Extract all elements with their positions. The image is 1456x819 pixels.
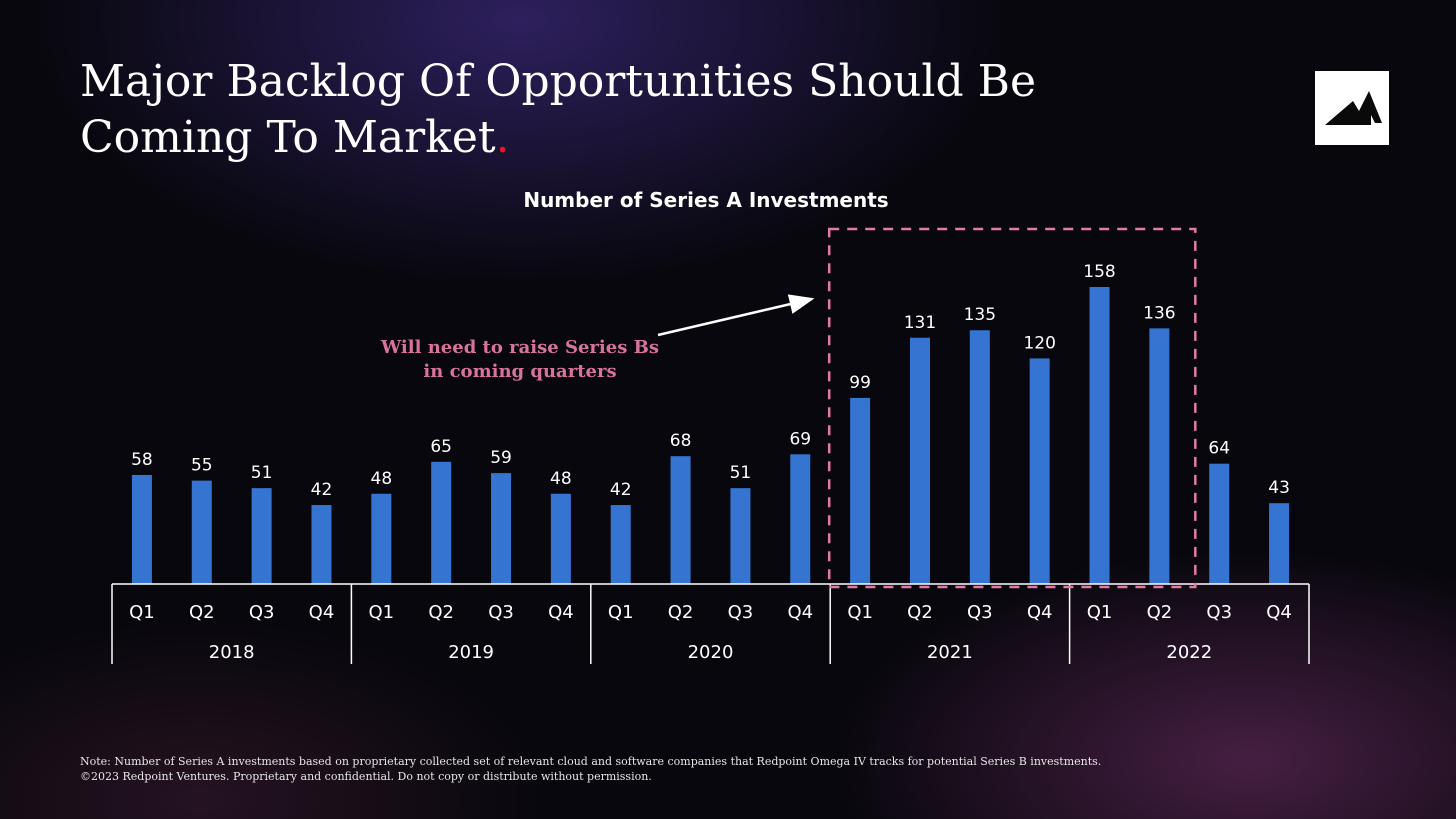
title-text: Major Backlog Of Opportunities Should Be… — [80, 56, 1036, 163]
quarter-tick-label: Q3 — [249, 602, 275, 623]
quarter-tick-label: Q4 — [1266, 602, 1292, 623]
bar — [969, 330, 990, 584]
quarter-tick-label: Q2 — [668, 602, 694, 623]
data-label: 131 — [904, 313, 936, 333]
data-label: 65 — [430, 437, 452, 457]
quarter-tick-label: Q1 — [129, 602, 155, 623]
year-tick-label: 2021 — [927, 642, 973, 663]
chart-title: Number of Series A Investments — [523, 188, 889, 212]
year-tick-label: 2020 — [688, 642, 734, 663]
footnote-copyright: ©2023 Redpoint Ventures. Proprietary and… — [80, 770, 652, 783]
footnote: Note: Number of Series A investments bas… — [80, 754, 1380, 784]
data-label: 48 — [550, 469, 572, 489]
bar — [610, 505, 631, 584]
quarter-tick-label: Q1 — [847, 602, 873, 623]
quarter-tick-label: Q2 — [428, 602, 454, 623]
bar — [850, 397, 871, 584]
quarter-tick-label: Q2 — [907, 602, 933, 623]
bar — [670, 456, 691, 584]
bar — [431, 461, 452, 584]
data-label: 120 — [1023, 333, 1055, 353]
callout-line-2: in coming quarters — [423, 361, 617, 382]
data-label: 59 — [490, 448, 512, 468]
mountain-logo-icon — [1315, 71, 1389, 145]
year-tick-label: 2022 — [1166, 642, 1212, 663]
bar — [730, 488, 751, 584]
quarter-tick-label: Q3 — [967, 602, 993, 623]
data-label: 64 — [1208, 439, 1230, 459]
bar — [1209, 463, 1230, 584]
quarter-tick-label: Q1 — [608, 602, 634, 623]
bar — [251, 488, 272, 584]
bar — [909, 337, 930, 584]
bar — [1089, 287, 1110, 584]
data-label: 51 — [251, 463, 273, 483]
footnote-note: Note: Number of Series A investments bas… — [80, 755, 1102, 768]
data-label: 42 — [610, 480, 632, 500]
data-label: 158 — [1083, 262, 1115, 282]
data-label: 48 — [371, 469, 393, 489]
data-label: 135 — [964, 305, 996, 325]
title-dot: . — [495, 112, 510, 163]
quarter-tick-label: Q2 — [189, 602, 215, 623]
quarter-tick-label: Q4 — [787, 602, 813, 623]
data-label: 55 — [191, 456, 213, 476]
bar — [491, 473, 512, 584]
data-label: 42 — [311, 480, 333, 500]
callout-line-1: Will need to raise Series Bs — [381, 337, 659, 358]
callout-arrow — [657, 294, 815, 337]
callout-annotation: Will need to raise Series Bs in coming q… — [370, 336, 670, 384]
bar — [550, 493, 571, 584]
quarter-tick-label: Q3 — [488, 602, 514, 623]
bar — [371, 493, 392, 584]
bar — [131, 474, 152, 584]
data-label: 51 — [730, 463, 752, 483]
quarter-tick-label: Q1 — [1087, 602, 1113, 623]
quarter-tick-label: Q1 — [369, 602, 395, 623]
data-label: 58 — [131, 450, 153, 470]
quarter-tick-label: Q3 — [728, 602, 754, 623]
data-label: 68 — [670, 431, 692, 451]
bar — [191, 480, 212, 584]
slide-title: Major Backlog Of Opportunities Should Be… — [80, 54, 1200, 166]
bar — [1269, 503, 1290, 584]
quarter-tick-label: Q4 — [309, 602, 335, 623]
quarter-tick-label: Q3 — [1206, 602, 1232, 623]
quarter-tick-label: Q4 — [1027, 602, 1053, 623]
quarter-tick-label: Q2 — [1147, 602, 1173, 623]
bar — [311, 505, 332, 584]
data-label: 136 — [1143, 303, 1175, 323]
bar — [790, 454, 811, 584]
data-label: 43 — [1268, 478, 1290, 498]
year-tick-label: 2019 — [448, 642, 494, 663]
year-tick-label: 2018 — [209, 642, 255, 663]
quarter-tick-label: Q4 — [548, 602, 574, 623]
bar — [1029, 358, 1050, 584]
bar — [1149, 328, 1170, 584]
data-label: 69 — [789, 429, 811, 449]
highlight-box — [827, 227, 1197, 589]
data-label: 99 — [849, 373, 871, 393]
